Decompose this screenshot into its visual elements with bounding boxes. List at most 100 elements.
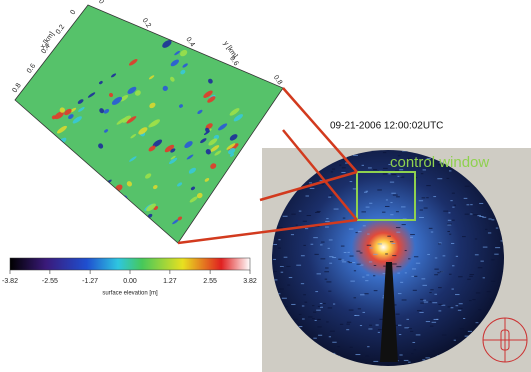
radar-speckle — [478, 267, 482, 268]
radar-speckle — [383, 152, 386, 153]
radar-speckle — [440, 271, 444, 272]
radar-speckle — [374, 290, 378, 291]
radar-speckle — [410, 331, 413, 332]
elevation-blob — [142, 327, 150, 334]
elevation-blob — [60, 220, 69, 227]
radar-speckle — [340, 324, 343, 325]
elevation-blob — [28, 146, 34, 151]
elevation-blob — [76, 303, 86, 311]
radar-speckle — [385, 253, 388, 254]
radar-speckle — [302, 305, 304, 306]
radar-speckle — [476, 322, 479, 323]
elevation-blob — [77, 301, 87, 311]
radar-speckle — [278, 227, 283, 228]
elevation-blob — [45, 192, 53, 200]
radar-speckle — [479, 216, 483, 217]
elevation-blob — [106, 298, 115, 306]
elevation-blob — [73, 191, 86, 202]
elevation-blob — [105, 240, 114, 248]
radar-speckle — [472, 299, 475, 300]
elevation-blob — [51, 179, 60, 187]
radar-speckle — [448, 220, 452, 221]
radar-speckle — [363, 225, 366, 226]
radar-speckle — [303, 245, 305, 246]
radar-speckle — [358, 231, 362, 232]
radar-speckle — [309, 182, 312, 183]
radar-speckle — [369, 247, 372, 248]
radar-speckle — [332, 342, 336, 343]
radar-speckle — [303, 294, 306, 295]
radar-speckle — [430, 289, 433, 290]
radar-speckle — [325, 227, 329, 228]
elevation-blob — [28, 223, 34, 229]
radar-speckle — [469, 300, 472, 301]
radar-speckle — [367, 346, 369, 347]
radar-speckle — [421, 278, 425, 279]
radar-speckle — [291, 214, 295, 215]
elevation-blob — [0, 174, 6, 182]
radar-speckle — [273, 259, 276, 260]
y-tick-label: 0.2 — [141, 17, 152, 29]
elevation-blob — [241, 172, 249, 180]
elevation-blob — [85, 175, 95, 184]
radar-speckle — [357, 264, 361, 265]
radar-speckle — [420, 210, 423, 211]
radar-speckle — [452, 207, 454, 208]
radar-speckle — [353, 155, 358, 156]
x-tick-label: 0.2 — [55, 24, 66, 36]
radar-speckle — [361, 211, 365, 212]
elevation-blob — [31, 188, 40, 197]
radar-speckle — [318, 335, 322, 336]
radar-speckle — [456, 305, 459, 306]
radar-speckle — [391, 243, 395, 244]
elevation-blob — [28, 244, 35, 250]
radar-speckle — [369, 203, 372, 204]
colorbar-tick-label: 0.00 — [123, 278, 137, 285]
radar-speckle — [278, 248, 281, 249]
elevation-blob — [39, 147, 48, 155]
radar-speckle — [398, 325, 401, 326]
elevation-blob — [84, 316, 95, 325]
radar-speckle — [344, 252, 347, 253]
elevation-blob — [219, 210, 225, 215]
radar-speckle — [447, 231, 450, 232]
elevation-blob — [214, 224, 222, 232]
radar-speckle — [382, 212, 385, 213]
radar-speckle — [339, 165, 341, 166]
radar-speckle — [447, 178, 450, 179]
radar-speckle — [317, 211, 321, 212]
radar-speckle — [475, 238, 477, 239]
radar-speckle — [432, 302, 437, 303]
elevation-blob — [189, 230, 199, 239]
radar-speckle — [373, 275, 375, 276]
radar-speckle — [473, 214, 478, 215]
radar-speckle — [408, 258, 410, 259]
radar-speckle — [315, 291, 318, 292]
radar-speckle — [419, 217, 424, 218]
radar-speckle — [316, 310, 321, 311]
radar-speckle — [458, 308, 462, 309]
radar-speckle — [273, 244, 277, 245]
radar-speckle — [303, 221, 307, 222]
elevation-blob — [0, 161, 5, 172]
elevation-blob — [105, 317, 113, 325]
radar-speckle — [432, 322, 436, 323]
radar-speckle — [448, 212, 450, 213]
radar-speckle — [399, 354, 402, 355]
elevation-blob — [185, 280, 195, 289]
radar-speckle — [437, 178, 442, 179]
radar-speckle — [362, 277, 364, 278]
elevation-blob — [167, 30, 175, 38]
radar-speckle — [404, 360, 409, 361]
radar-speckle — [480, 261, 483, 262]
elevation-blob — [159, 296, 170, 306]
radar-speckle — [416, 263, 420, 264]
radar-speckle — [429, 354, 432, 355]
radar-speckle — [426, 185, 430, 186]
radar-speckle — [291, 234, 294, 235]
radar-speckle — [320, 303, 323, 304]
radar-speckle — [350, 181, 353, 182]
radar-speckle — [437, 272, 439, 273]
radar-speckle — [320, 258, 325, 259]
radar-speckle — [341, 246, 345, 247]
